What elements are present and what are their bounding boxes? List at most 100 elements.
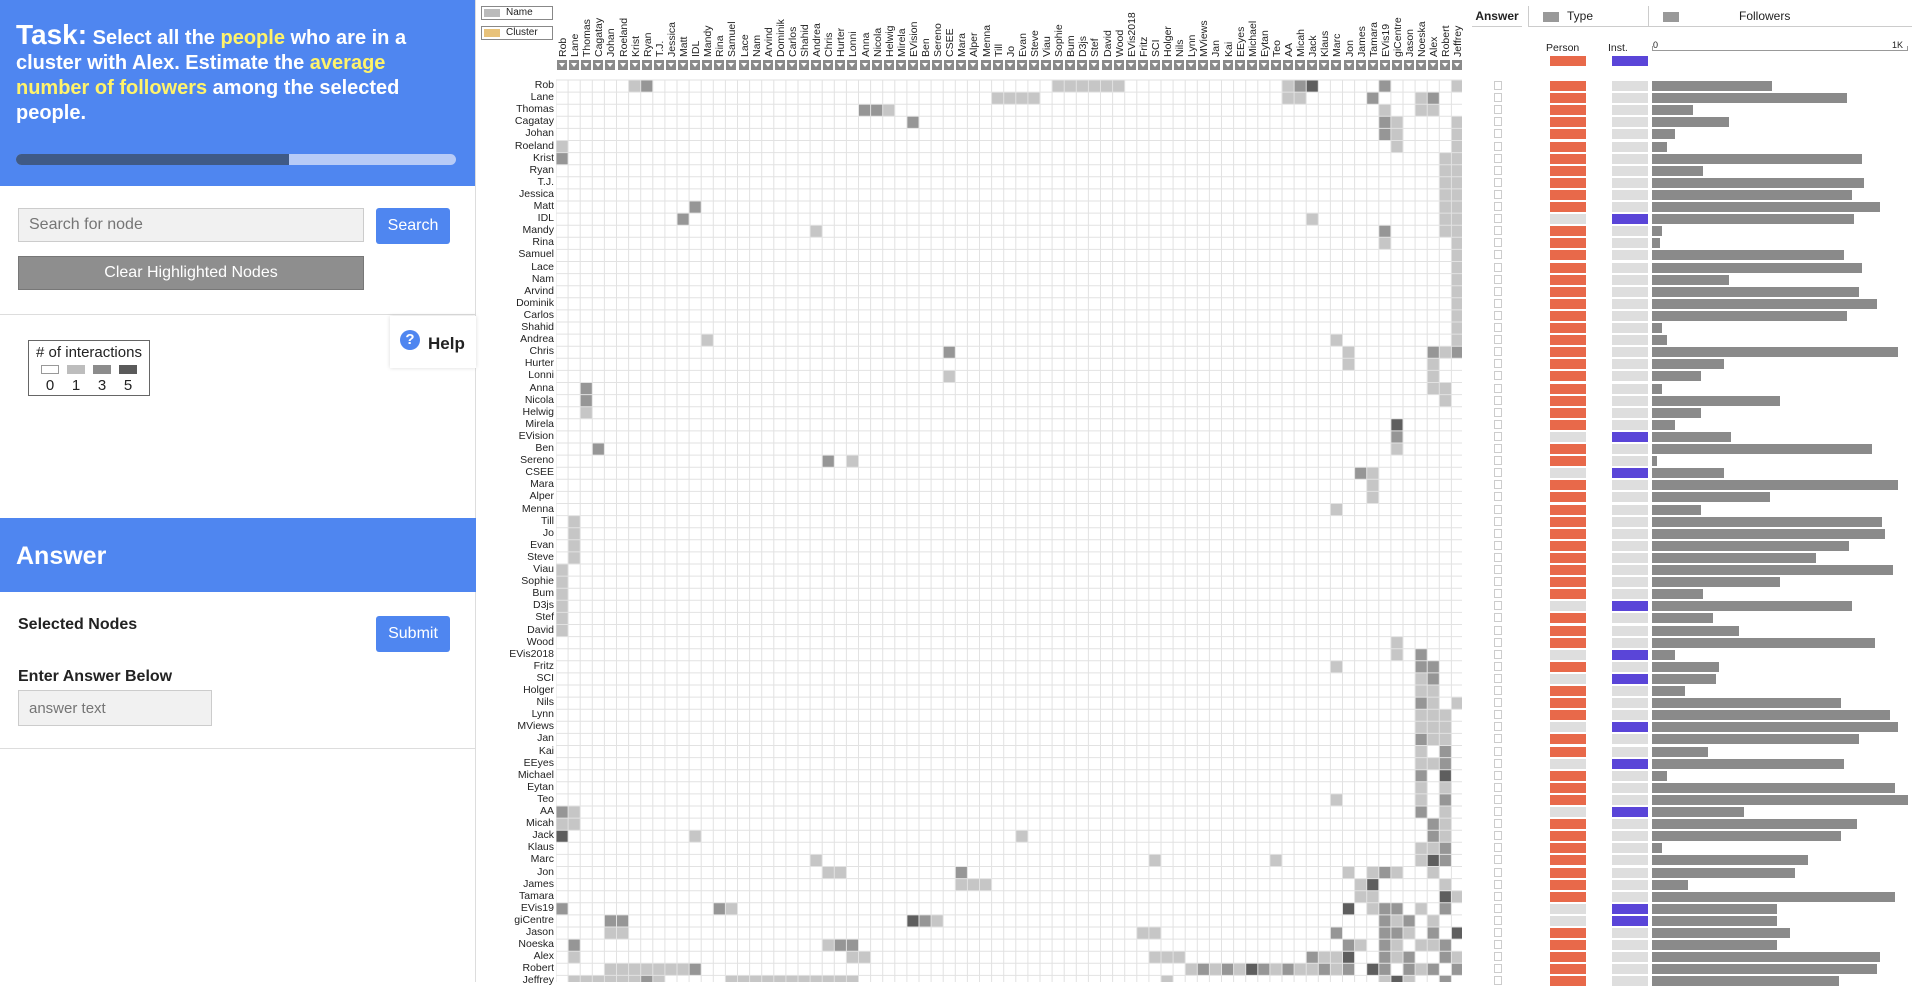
answer-checkbox[interactable] [1494,262,1502,272]
answer-checkbox[interactable] [1494,165,1502,175]
matrix-cell[interactable] [906,116,919,129]
answer-checkbox[interactable] [1494,298,1502,308]
matrix-cell[interactable] [592,975,605,982]
matrix-cell[interactable] [616,914,629,927]
matrix-cell[interactable] [1415,902,1428,915]
matrix-cell[interactable] [556,806,569,819]
matrix-cell[interactable] [1427,914,1440,927]
matrix-cell[interactable] [1451,249,1462,262]
matrix-cell[interactable] [1390,418,1403,431]
matrix-cell[interactable] [580,382,593,395]
answer-column-header[interactable]: Answer [1472,6,1522,27]
matrix-cell[interactable] [1403,963,1416,976]
matrix-cell[interactable] [689,830,702,843]
row-label[interactable]: Lynn [531,708,554,721]
matrix-cell[interactable] [640,80,653,93]
column-sort-arrow-icon[interactable] [1053,60,1064,70]
row-label[interactable]: IDL [537,212,554,225]
matrix-cell[interactable] [1148,854,1161,867]
row-label[interactable]: EEyes [523,756,554,769]
answer-checkbox[interactable] [1494,480,1502,490]
column-sort-arrow-icon[interactable] [1452,60,1463,70]
matrix-cell[interactable] [1366,866,1379,879]
matrix-cell[interactable] [1439,176,1452,189]
column-sort-arrow-icon[interactable] [786,60,797,70]
row-label[interactable]: Stef [535,611,554,624]
type-column-header[interactable]: Type [1528,6,1649,27]
matrix-cell[interactable] [1390,648,1403,661]
column-sort-arrow-icon[interactable] [1416,60,1427,70]
matrix-cell[interactable] [568,539,581,552]
column-sort-arrow-icon[interactable] [1258,60,1269,70]
matrix-cell[interactable] [1390,927,1403,940]
column-sort-arrow-icon[interactable] [1174,60,1185,70]
matrix-cell[interactable] [1451,201,1462,214]
matrix-cell[interactable] [1173,951,1186,964]
row-label[interactable]: Holger [523,684,554,696]
matrix-cell[interactable] [810,854,823,867]
matrix-cell[interactable] [955,878,968,891]
row-label[interactable]: Shahid [521,321,554,333]
column-sort-arrow-icon[interactable] [835,60,846,70]
answer-checkbox[interactable] [1494,359,1502,369]
matrix-cell[interactable] [1403,927,1416,940]
matrix-cell[interactable] [604,914,617,927]
matrix-cell[interactable] [1427,709,1440,722]
matrix-cell[interactable] [1378,866,1391,879]
matrix-cell[interactable] [1064,80,1077,93]
matrix-cell[interactable] [798,975,811,982]
column-sort-arrow-icon[interactable] [859,60,870,70]
row-label[interactable]: Ben [535,442,554,454]
submit-button[interactable]: Submit [376,616,450,652]
matrix-cell[interactable] [1415,793,1428,806]
row-label[interactable]: MViews [517,720,554,733]
answer-checkbox[interactable] [1494,625,1502,635]
column-sort-arrow-icon[interactable] [593,60,604,70]
column-sort-arrow-icon[interactable] [1041,60,1051,70]
column-sort-arrow-icon[interactable] [581,60,592,70]
matrix-cell[interactable] [556,140,569,153]
row-label[interactable]: Hurter [524,357,554,370]
answer-checkbox[interactable] [1494,310,1502,320]
matrix-cell[interactable] [1451,116,1462,129]
matrix-cell[interactable] [1354,467,1367,480]
matrix-cell[interactable] [943,346,956,359]
column-sort-arrow-icon[interactable] [1125,60,1136,70]
matrix-cell[interactable] [1439,769,1452,782]
matrix-cell[interactable] [1390,914,1403,927]
matrix-cell[interactable] [1342,939,1355,952]
matrix-cell[interactable] [1306,213,1319,226]
answer-checkbox[interactable] [1494,734,1502,744]
matrix-cell[interactable] [1427,733,1440,746]
matrix-cell[interactable] [834,866,847,879]
row-label[interactable]: Lace [531,260,554,273]
matrix-cell[interactable] [1354,878,1367,891]
row-label[interactable]: Roeland [514,139,554,152]
row-label[interactable]: SCI [536,671,554,684]
matrix-cell[interactable] [810,975,823,982]
row-label[interactable]: Andrea [520,333,554,346]
answer-checkbox[interactable] [1494,238,1502,248]
matrix-cell[interactable] [556,564,569,577]
matrix-cell[interactable] [1282,92,1295,105]
answer-checkbox[interactable] [1494,419,1502,429]
matrix-cell[interactable] [1439,890,1452,903]
clear-highlighted-nodes-button[interactable]: Clear Highlighted Nodes [18,256,364,290]
row-label[interactable]: James [523,877,554,890]
row-label[interactable]: Dominik [516,296,554,309]
row-label[interactable]: Klaus [527,841,554,854]
answer-checkbox[interactable] [1494,879,1502,889]
matrix-cell[interactable] [1439,733,1452,746]
answer-checkbox[interactable] [1494,565,1502,574]
matrix-cell[interactable] [1088,80,1101,93]
matrix-cell[interactable] [568,951,581,964]
matrix-cell[interactable] [919,914,932,927]
column-sort-arrow-icon[interactable] [1295,60,1306,70]
matrix-cell[interactable] [1378,225,1391,238]
matrix-cell[interactable] [1366,467,1379,480]
answer-checkbox[interactable] [1494,528,1502,538]
answer-checkbox[interactable] [1494,105,1502,115]
matrix-cell[interactable] [1415,842,1428,855]
answer-checkbox[interactable] [1494,177,1502,187]
matrix-cell[interactable] [1451,80,1462,93]
